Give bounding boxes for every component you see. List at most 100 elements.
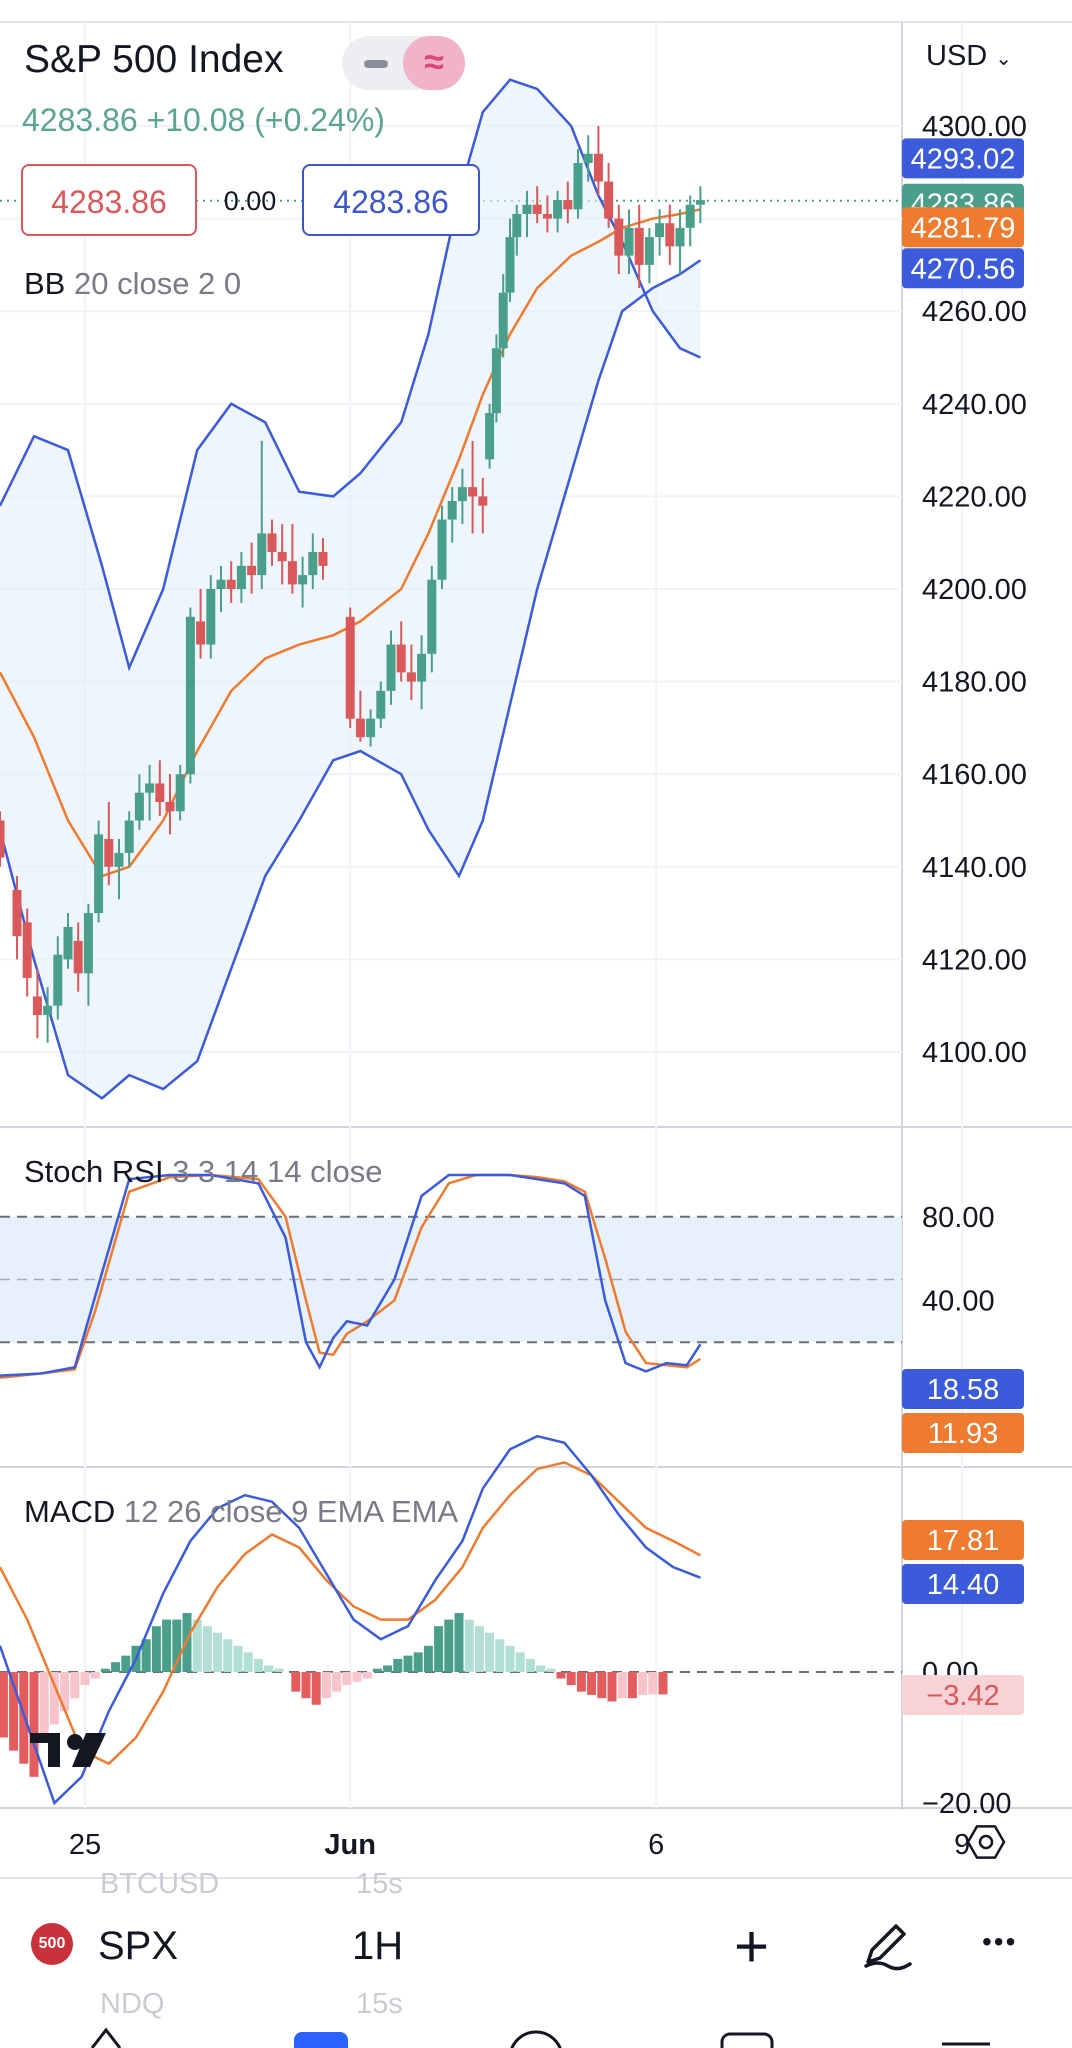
macd-hist-bar xyxy=(352,1672,362,1682)
macd-hist-bar xyxy=(162,1619,172,1672)
candle-body xyxy=(583,153,593,164)
candle-body xyxy=(12,889,22,937)
stoch-d-line xyxy=(0,1173,702,1379)
macd-hist-bar xyxy=(223,1639,233,1672)
macd-hist-bar xyxy=(607,1672,617,1702)
stoch-legend[interactable]: Stoch RSI 3 3 14 14 close xyxy=(24,1154,382,1190)
macd-hist-bar xyxy=(556,1672,566,1679)
price-badge-bg xyxy=(902,248,1024,289)
macd-badge-bg xyxy=(902,1520,1024,1560)
pencil-icon[interactable] xyxy=(858,1916,914,1972)
sell-button[interactable]: 4283.86 xyxy=(21,164,197,236)
chevron-down-icon: ⌄ xyxy=(995,48,1013,70)
stoch-badge-bg xyxy=(902,1413,1024,1453)
macd-badge-label: 14.40 xyxy=(927,1569,1000,1601)
candle-body xyxy=(386,644,396,691)
price-badge-bg xyxy=(902,138,1024,179)
price-tick-label: 4100.00 xyxy=(922,1037,1027,1069)
minus-icon[interactable] xyxy=(364,60,388,68)
buy-button[interactable]: 4283.86 xyxy=(302,164,480,236)
candle-body xyxy=(468,487,478,497)
candle-body xyxy=(318,551,328,566)
bb-basis-line xyxy=(0,208,701,878)
macd-name: MACD xyxy=(24,1494,116,1529)
tv-logo-slash xyxy=(72,1733,106,1767)
macd-hist-bar xyxy=(9,1672,19,1751)
candle-body xyxy=(478,496,488,506)
macd-hist-bar xyxy=(291,1672,301,1692)
settings-icon[interactable] xyxy=(966,1825,1006,1859)
macd-hist-bar xyxy=(121,1655,131,1672)
axis-badges: 4293.024283.864281.794270.5618.5811.9317… xyxy=(902,138,1024,1715)
symbol-logo-icon: 500 xyxy=(31,1923,73,1965)
macd-hist-bar xyxy=(332,1672,342,1692)
price-badge-label: 4281.79 xyxy=(911,212,1016,244)
macd-hist-bar xyxy=(423,1645,433,1672)
candle-body xyxy=(308,551,318,576)
macd-hist-bar xyxy=(111,1662,121,1672)
macd-hist-bar xyxy=(495,1639,505,1672)
stoch-badge-label: 18.58 xyxy=(927,1374,1000,1406)
price-badge-label: 4270.56 xyxy=(911,253,1016,285)
macd-hist-bar xyxy=(587,1672,597,1695)
candle-body xyxy=(277,551,287,562)
candle-body xyxy=(675,227,685,247)
chat-tab-icon xyxy=(720,2032,774,2048)
macd-signal-line xyxy=(0,1461,701,1766)
macd-hist-bar xyxy=(627,1672,637,1699)
candle-body xyxy=(185,616,195,775)
bb-name: BB xyxy=(24,266,66,301)
macd-hist-bar xyxy=(151,1626,161,1672)
add-icon[interactable]: + xyxy=(734,1913,770,1980)
price-tick-label: 4180.00 xyxy=(922,667,1027,699)
candle-body xyxy=(573,163,583,210)
candle-body xyxy=(83,913,93,974)
bb-legend[interactable]: BB 20 close 2 0 xyxy=(24,266,241,302)
time-label: 25 xyxy=(69,1829,101,1861)
price-change-pct: (+0.24%) xyxy=(254,102,385,138)
candle-body xyxy=(22,922,32,978)
macd-hist-bar xyxy=(141,1639,151,1672)
price-tick-label: 4240.00 xyxy=(922,389,1027,421)
macd-hist-bar xyxy=(403,1655,413,1672)
tv-logo-stem xyxy=(48,1733,60,1767)
candle-body xyxy=(267,533,277,552)
interval-button[interactable]: 1H xyxy=(352,1924,404,1968)
symbol-button[interactable]: SPX xyxy=(98,1924,179,1968)
chart-type-toggle[interactable]: ≈ xyxy=(342,36,465,90)
candle-body xyxy=(563,200,573,210)
currency-selector[interactable]: USD ⌄ xyxy=(926,40,1012,73)
macd-hist-bar xyxy=(233,1645,243,1672)
macd-hist-bar xyxy=(515,1652,525,1672)
macd-badge-label: 17.81 xyxy=(927,1525,1000,1557)
stoch-params: 3 3 14 14 close xyxy=(172,1154,383,1189)
candle-body xyxy=(94,834,104,914)
macd-hist-bar xyxy=(454,1613,464,1672)
macd-hist-bar xyxy=(80,1672,90,1686)
macd-legend[interactable]: MACD 12 26 close 9 EMA EMA xyxy=(24,1494,458,1530)
more-icon[interactable]: ••• xyxy=(982,1926,1018,1957)
candle-body xyxy=(498,292,508,349)
candle-body xyxy=(43,1005,53,1015)
macd-params: 12 26 close 9 EMA EMA xyxy=(123,1494,459,1529)
candle-body xyxy=(134,792,144,821)
candle-body xyxy=(396,644,406,673)
candle-body xyxy=(505,237,515,293)
candle-body xyxy=(624,227,634,256)
candle-body xyxy=(236,565,246,589)
macd-hist-bar xyxy=(638,1672,648,1695)
candle-body xyxy=(196,621,206,645)
candle-body xyxy=(155,783,165,802)
macd-hist-bar xyxy=(90,1672,100,1679)
symbol-title[interactable]: S&P 500 Index xyxy=(24,38,284,81)
macd-hist-bar xyxy=(566,1672,576,1686)
price-tick-label: 4120.00 xyxy=(922,944,1027,976)
wave-icon[interactable]: ≈ xyxy=(403,36,465,90)
candle-body xyxy=(247,565,257,576)
macd-hist-bar xyxy=(253,1658,263,1672)
macd-hist-bar xyxy=(60,1672,70,1712)
macd-hist-bar xyxy=(413,1652,423,1672)
pencil-icon-svg xyxy=(864,1924,912,1971)
macd-hist-bar xyxy=(474,1626,484,1672)
